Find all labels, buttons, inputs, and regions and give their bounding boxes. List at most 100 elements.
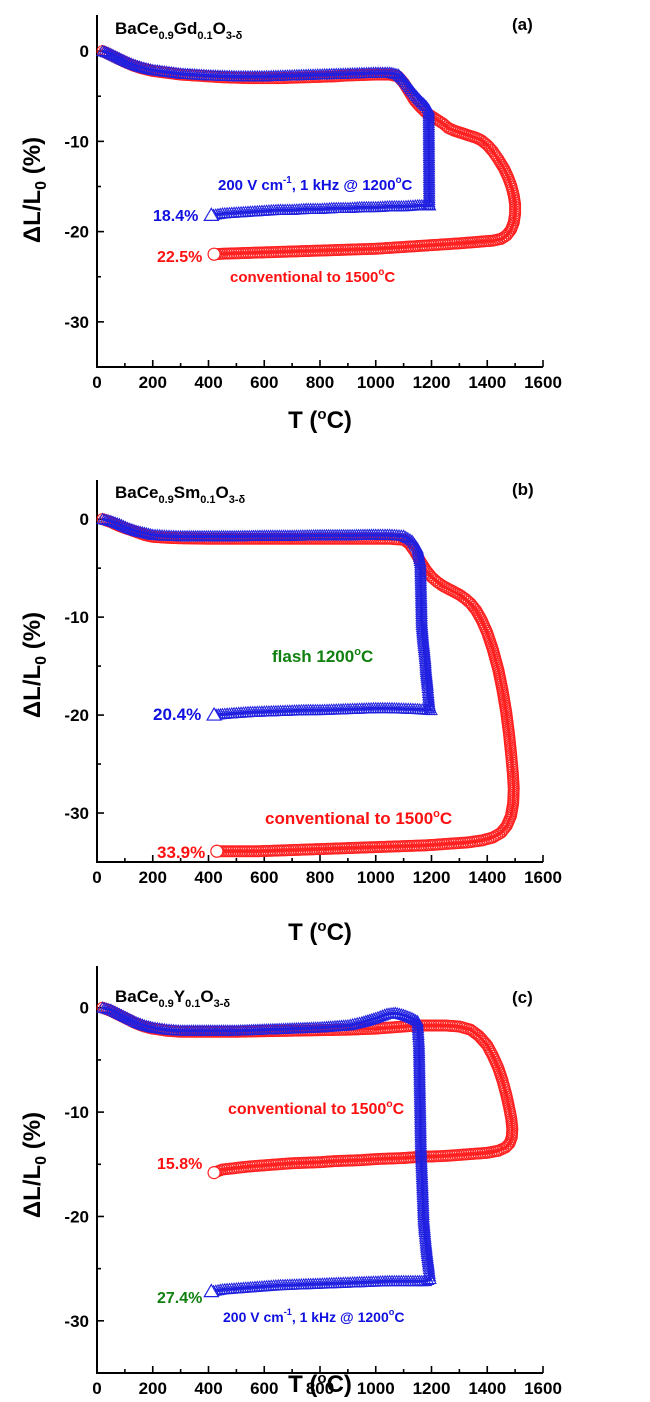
data-point (412, 548, 426, 560)
data-point (395, 1007, 408, 1020)
x-tick-label: 1600 (524, 868, 562, 887)
x-tick-label: 1600 (524, 1379, 562, 1398)
x-tick-label: 1400 (468, 373, 506, 392)
data-point (144, 1020, 158, 1032)
x-tick-label: 600 (250, 1379, 278, 1398)
y-axis-title: ΔL/L0 (%) (19, 612, 50, 718)
data-point (393, 69, 406, 81)
data-point (497, 823, 510, 836)
x-tick-label: 600 (250, 373, 278, 392)
data-point (421, 1273, 435, 1286)
data-point (421, 679, 434, 691)
data-point-end (207, 1166, 221, 1180)
data-point (407, 1012, 421, 1025)
data-point (394, 70, 408, 83)
annotation: 27.4% (157, 1290, 202, 1307)
panel-label: (b) (512, 480, 534, 499)
data-point (107, 49, 121, 61)
data-point (100, 1002, 114, 1014)
data-point (105, 48, 119, 60)
series-line (102, 1006, 433, 1294)
y-tick-label: -10 (64, 132, 89, 151)
data-point (391, 1006, 404, 1019)
data-point-end (210, 844, 224, 858)
data-point-end (203, 207, 220, 221)
y-tick-label: -30 (64, 804, 89, 823)
y-tick-label: -20 (64, 706, 89, 725)
annotation: flash 1200oC (272, 646, 373, 666)
data-point (479, 137, 492, 150)
x-tick-label: 400 (194, 868, 222, 887)
annotation: 200 V cm-1, 1 kHz @ 1200oC (218, 175, 413, 194)
data-point (405, 1011, 419, 1024)
data-point (346, 1017, 359, 1030)
x-tick-label: 600 (250, 868, 278, 887)
x-tick-label: 1000 (357, 1379, 395, 1398)
data-point (96, 44, 109, 57)
data-point (421, 1255, 435, 1268)
chart-panel-2: 0 200 400 600 800 1000 1200 1400 1600 0 -10 -20 -30 T… (19, 480, 562, 946)
x-tick-label: 800 (306, 868, 334, 887)
series-line (102, 517, 516, 853)
composition-label: BaCe0.9Gd0.1O3-δ (115, 19, 243, 42)
data-point (109, 49, 122, 62)
data-point (414, 94, 427, 106)
annotation: conventional to 1500oC (228, 1099, 405, 1118)
data-point (422, 695, 436, 707)
data-point (416, 96, 430, 109)
data-point (418, 98, 431, 110)
data-point (96, 1001, 109, 1013)
x-tick-label: 1400 (468, 868, 506, 887)
x-axis-title: T (oC) (288, 1370, 352, 1398)
x-tick-label: 800 (306, 1379, 334, 1398)
data-point (99, 45, 113, 58)
annotation: 20.4% (153, 705, 201, 724)
annotation: 22.5% (157, 249, 202, 266)
x-tick-label: 400 (194, 1379, 222, 1398)
data-point (98, 1001, 112, 1014)
data-point (412, 546, 425, 558)
annotation: conventional to 1500oC (230, 267, 395, 286)
y-tick-label: 0 (80, 999, 89, 1018)
y-axis-title: ΔL/L0 (%) (19, 1112, 50, 1218)
data-point (422, 1260, 436, 1272)
data-point (127, 523, 141, 536)
x-axis-title: T (oC) (288, 918, 352, 946)
series-circle (96, 513, 520, 858)
series-line (102, 517, 435, 717)
data-point (486, 145, 499, 158)
data-point (423, 1267, 436, 1279)
data-point (503, 225, 516, 238)
chart-panel-1: 0 200 400 600 800 1000 1200 1400 1600 0 -10 -20 -30 T… (19, 15, 562, 434)
x-tick-label: 200 (139, 1379, 167, 1398)
chart-panel-3: 0 200 400 600 800 1000 1200 1400 1600 0 -10 -20 -30 T… (19, 966, 562, 1398)
data-point (114, 52, 128, 65)
data-point (112, 51, 126, 64)
data-point-end (203, 1283, 220, 1298)
data-point (341, 1018, 355, 1031)
panel-label: (a) (512, 15, 533, 34)
data-point (393, 1007, 406, 1019)
x-tick-label: 400 (194, 373, 222, 392)
data-point (343, 1018, 357, 1030)
annotation: 33.9% (157, 843, 205, 862)
data-point (142, 1019, 155, 1032)
y-tick-label: -10 (64, 1103, 89, 1122)
annotation: conventional to 1500oC (265, 808, 452, 828)
series-triangle (96, 512, 438, 721)
data-point (138, 1018, 151, 1031)
annotation: 200 V cm-1, 1 kHz @ 1200oC (223, 1307, 404, 1325)
data-point (421, 681, 435, 694)
y-tick-label: -30 (64, 1312, 89, 1331)
x-tick-label: 200 (139, 868, 167, 887)
composition-label: BaCe0.9Sm0.1O3-δ (115, 483, 246, 506)
x-tick-label: 0 (92, 373, 101, 392)
data-point (98, 45, 111, 57)
data-point (101, 46, 115, 58)
data-point (411, 544, 425, 556)
data-point (140, 1019, 153, 1031)
x-tick-label: 1400 (468, 1379, 506, 1398)
data-point (411, 542, 424, 554)
series-triangle (96, 44, 437, 221)
